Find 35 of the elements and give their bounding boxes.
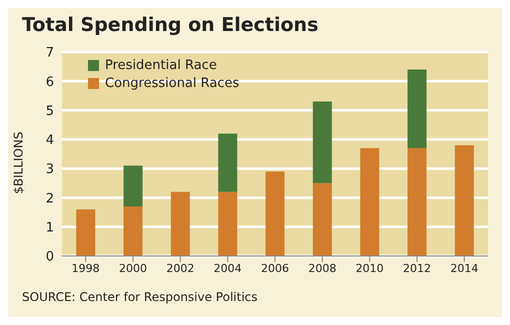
x-tick-label: 2000 — [119, 262, 147, 275]
bar — [312, 183, 332, 256]
x-tick-label: 2012 — [403, 262, 431, 275]
bar — [454, 145, 474, 256]
bar — [218, 192, 238, 256]
x-tick-label: 1998 — [72, 262, 100, 275]
y-axis-title: $BILLIONS — [11, 132, 26, 194]
y-tick-label: 6 — [46, 74, 54, 90]
x-tick-label: 2006 — [261, 262, 289, 275]
y-tick-label: 2 — [46, 191, 54, 206]
chart-title: Total Spending on Elections — [21, 13, 320, 38]
x-tick-label: 2004 — [214, 262, 242, 275]
x-tick-label: 2010 — [356, 262, 384, 275]
y-tick-label: 4 — [46, 133, 54, 148]
bar — [312, 102, 332, 184]
y-tick-label: 0 — [46, 250, 54, 265]
x-tick-label: 2008 — [308, 262, 336, 275]
bar — [218, 134, 238, 192]
bar — [266, 171, 285, 256]
bar — [408, 148, 427, 256]
y-tick-label: 1 — [46, 220, 54, 236]
y-tick-label: 3 — [46, 162, 54, 178]
y-tick-label: 5 — [46, 104, 54, 119]
bar — [124, 206, 143, 256]
x-tick-label: 2014 — [450, 262, 478, 275]
legend-label: Congressional Races — [105, 76, 240, 90]
x-tick-label: 2002 — [166, 262, 194, 275]
bar — [408, 69, 427, 148]
bar — [124, 166, 143, 206]
bar — [170, 192, 190, 256]
bar — [76, 209, 96, 256]
legend-label: Presidential Race — [105, 58, 217, 72]
source-note: SOURCE: Center for Responsive Politics — [22, 290, 259, 304]
bar — [360, 148, 380, 256]
y-tick-label: 7 — [46, 46, 54, 61]
